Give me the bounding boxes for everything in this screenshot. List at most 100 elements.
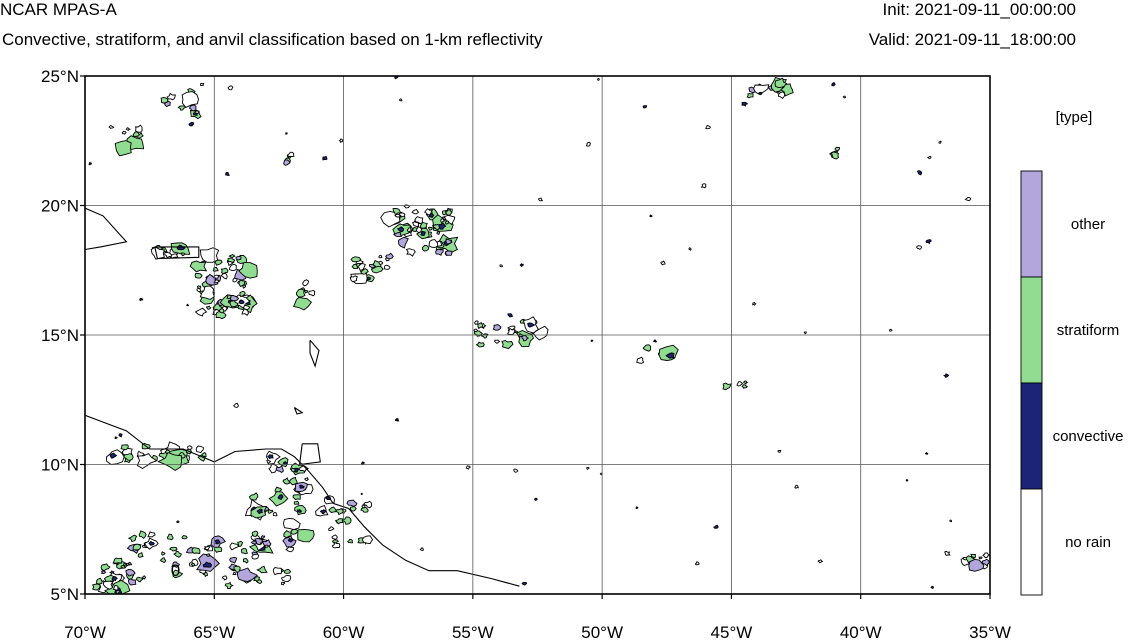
precip-cell [161, 551, 166, 556]
precip-cell [331, 534, 338, 540]
isolated-cell [88, 161, 92, 166]
precip-cell [166, 533, 174, 541]
precip-cell [362, 500, 373, 509]
precip-cell [180, 252, 186, 257]
precip-cell [220, 267, 229, 275]
isolated-cell [694, 561, 700, 566]
precip-cell [251, 530, 259, 537]
precip-cell [743, 380, 749, 385]
precip-cell [351, 263, 359, 270]
coastline [85, 207, 128, 251]
precip-cell [444, 250, 453, 256]
precip-cell [242, 304, 251, 311]
convective-core [665, 352, 675, 359]
isolated-cell [741, 101, 749, 107]
init-time-label: Init: 2021-09-11_00:00:00 [882, 0, 1076, 19]
precip-cell [474, 320, 479, 325]
precip-cell [398, 236, 409, 249]
precip-cell [280, 581, 286, 586]
precip-cell [238, 261, 258, 279]
precip-cell [753, 84, 770, 95]
lat-tick-label: 20°N [41, 197, 79, 216]
precip-cell [445, 238, 452, 245]
convective-core [202, 561, 212, 568]
precip-cell [778, 91, 786, 100]
precip-cell [411, 221, 419, 227]
precip-cell [159, 557, 167, 564]
precip-cell [229, 263, 237, 271]
precip-cell [240, 548, 249, 555]
precip-cell [774, 77, 788, 89]
precip-cell [477, 321, 484, 330]
axis-tick-labels: 70°W 65°W 60°W 55°W 50°W 45°W 40°W 35°W 25°N 20°N… [41, 67, 1011, 641]
precip-cell [125, 569, 136, 577]
isolated-cell [108, 125, 115, 129]
convective-core [298, 484, 305, 489]
precip-cell [378, 254, 383, 259]
precip-cell [241, 307, 249, 317]
precip-cell [199, 285, 215, 300]
isolated-cell [586, 467, 590, 470]
precip-cell [272, 566, 283, 576]
isolated-cell [905, 479, 909, 482]
precip-cell [292, 296, 313, 311]
precip-cell [236, 567, 259, 582]
precip-cell [308, 290, 316, 297]
precip-cell [282, 477, 290, 485]
legend-swatch [1020, 382, 1043, 490]
isolated-cell [752, 301, 757, 306]
precip-cell [238, 279, 246, 288]
isolated-cell [938, 140, 942, 144]
precip-cell [229, 300, 239, 308]
precip-cell [204, 545, 211, 551]
isolated-cell [700, 183, 707, 189]
precip-cell [302, 279, 310, 287]
precip-cell [283, 568, 292, 574]
precip-cell [440, 218, 446, 224]
lon-tick-label: 45°W [711, 623, 753, 641]
precip-cell [214, 259, 223, 266]
isolated-cell [831, 82, 836, 87]
convective-core [527, 322, 536, 328]
isolated-cell [465, 465, 471, 470]
isolated-cell [757, 91, 763, 96]
valid-time-label: Valid: 2021-09-11_18:00:00 [868, 30, 1076, 49]
precip-cell [201, 452, 207, 457]
isolated-cell [930, 585, 934, 589]
precip-cell [128, 578, 137, 586]
precip-cell [171, 561, 181, 568]
precip-cell [197, 285, 202, 290]
isolated-cell [175, 520, 180, 524]
contour-label: 0 [171, 561, 180, 580]
precip-cell [121, 130, 127, 135]
precip-cell [181, 91, 199, 108]
legend-swatch [1020, 488, 1043, 596]
precip-cell [636, 356, 645, 364]
precip-cell [255, 579, 263, 585]
lat-tick-label: 5°N [50, 585, 79, 604]
precip-cell [100, 563, 111, 572]
precip-cell [190, 561, 195, 567]
precip-cell [521, 335, 530, 342]
precip-cell [834, 146, 841, 152]
precip-cell [213, 279, 220, 284]
isolated-cell [916, 170, 923, 176]
legend-swatch [1020, 170, 1043, 278]
precip-cell [123, 453, 134, 461]
precip-cell [137, 551, 144, 558]
legend: [type] other stratiform convective no rain [1020, 109, 1123, 596]
precip-cell [164, 100, 171, 108]
legend-label: stratiform [1057, 322, 1120, 339]
isolated-cell [916, 245, 922, 250]
convective-core [238, 299, 245, 305]
precip-cell [229, 556, 238, 564]
isolated-cell [115, 590, 120, 594]
convective-core [256, 508, 263, 515]
precip-cell [205, 553, 211, 557]
precip-cell [506, 327, 516, 336]
isolated-cell [924, 451, 929, 455]
precip-cell [288, 476, 298, 486]
precip-cell [132, 543, 141, 551]
precip-cell [341, 516, 352, 525]
isolated-cell [227, 85, 234, 91]
